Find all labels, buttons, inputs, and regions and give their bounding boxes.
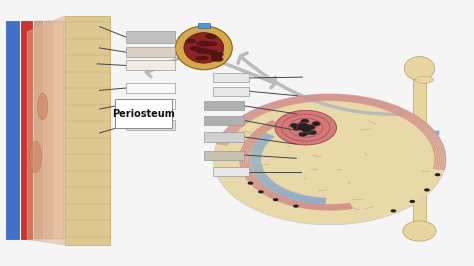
Ellipse shape bbox=[212, 52, 224, 57]
Ellipse shape bbox=[403, 221, 436, 241]
Bar bbox=[53, 21, 64, 239]
Polygon shape bbox=[27, 16, 65, 245]
Ellipse shape bbox=[404, 57, 435, 81]
Ellipse shape bbox=[196, 56, 205, 60]
Circle shape bbox=[435, 173, 440, 176]
Ellipse shape bbox=[206, 42, 217, 46]
Bar bbox=[213, 167, 249, 176]
Ellipse shape bbox=[29, 141, 42, 173]
Ellipse shape bbox=[192, 47, 201, 51]
Bar bbox=[6, 21, 19, 239]
Bar bbox=[126, 99, 175, 109]
Ellipse shape bbox=[185, 39, 196, 43]
FancyBboxPatch shape bbox=[115, 99, 172, 128]
Ellipse shape bbox=[190, 46, 200, 50]
Ellipse shape bbox=[205, 34, 217, 39]
Ellipse shape bbox=[415, 76, 433, 84]
Circle shape bbox=[312, 121, 320, 126]
Circle shape bbox=[290, 123, 299, 128]
Circle shape bbox=[273, 198, 278, 201]
Circle shape bbox=[258, 190, 264, 193]
Ellipse shape bbox=[211, 57, 223, 62]
Bar bbox=[213, 73, 249, 82]
Ellipse shape bbox=[184, 33, 224, 63]
Ellipse shape bbox=[197, 41, 210, 46]
Circle shape bbox=[247, 182, 253, 185]
Ellipse shape bbox=[211, 55, 222, 59]
Ellipse shape bbox=[200, 56, 208, 60]
Bar bbox=[21, 21, 32, 239]
Circle shape bbox=[275, 110, 337, 145]
Bar bbox=[198, 23, 210, 28]
Ellipse shape bbox=[207, 50, 218, 55]
Bar bbox=[204, 116, 244, 125]
Bar bbox=[204, 151, 244, 160]
Circle shape bbox=[299, 132, 307, 137]
Circle shape bbox=[301, 119, 309, 124]
Ellipse shape bbox=[211, 53, 222, 57]
Bar bbox=[44, 21, 52, 239]
Circle shape bbox=[302, 130, 311, 135]
Bar bbox=[34, 21, 43, 239]
Circle shape bbox=[410, 200, 415, 203]
Text: Periosteum: Periosteum bbox=[112, 109, 175, 119]
Circle shape bbox=[307, 125, 316, 130]
Circle shape bbox=[391, 209, 396, 213]
Bar bbox=[204, 132, 244, 142]
Circle shape bbox=[213, 94, 446, 225]
Bar bbox=[126, 47, 175, 57]
Bar bbox=[126, 120, 175, 130]
Circle shape bbox=[424, 188, 430, 192]
Circle shape bbox=[298, 122, 306, 127]
Bar bbox=[204, 101, 244, 110]
Circle shape bbox=[308, 130, 317, 135]
Bar bbox=[126, 31, 175, 43]
Circle shape bbox=[299, 124, 312, 131]
Circle shape bbox=[240, 171, 246, 174]
Circle shape bbox=[293, 205, 299, 208]
Bar bbox=[65, 16, 110, 245]
Ellipse shape bbox=[37, 93, 48, 120]
Ellipse shape bbox=[175, 26, 232, 70]
Bar bbox=[126, 83, 175, 93]
Ellipse shape bbox=[196, 48, 210, 54]
Bar bbox=[413, 74, 426, 234]
Bar bbox=[400, 131, 439, 135]
Bar bbox=[126, 60, 175, 70]
Bar bbox=[213, 87, 249, 96]
Circle shape bbox=[293, 126, 301, 131]
